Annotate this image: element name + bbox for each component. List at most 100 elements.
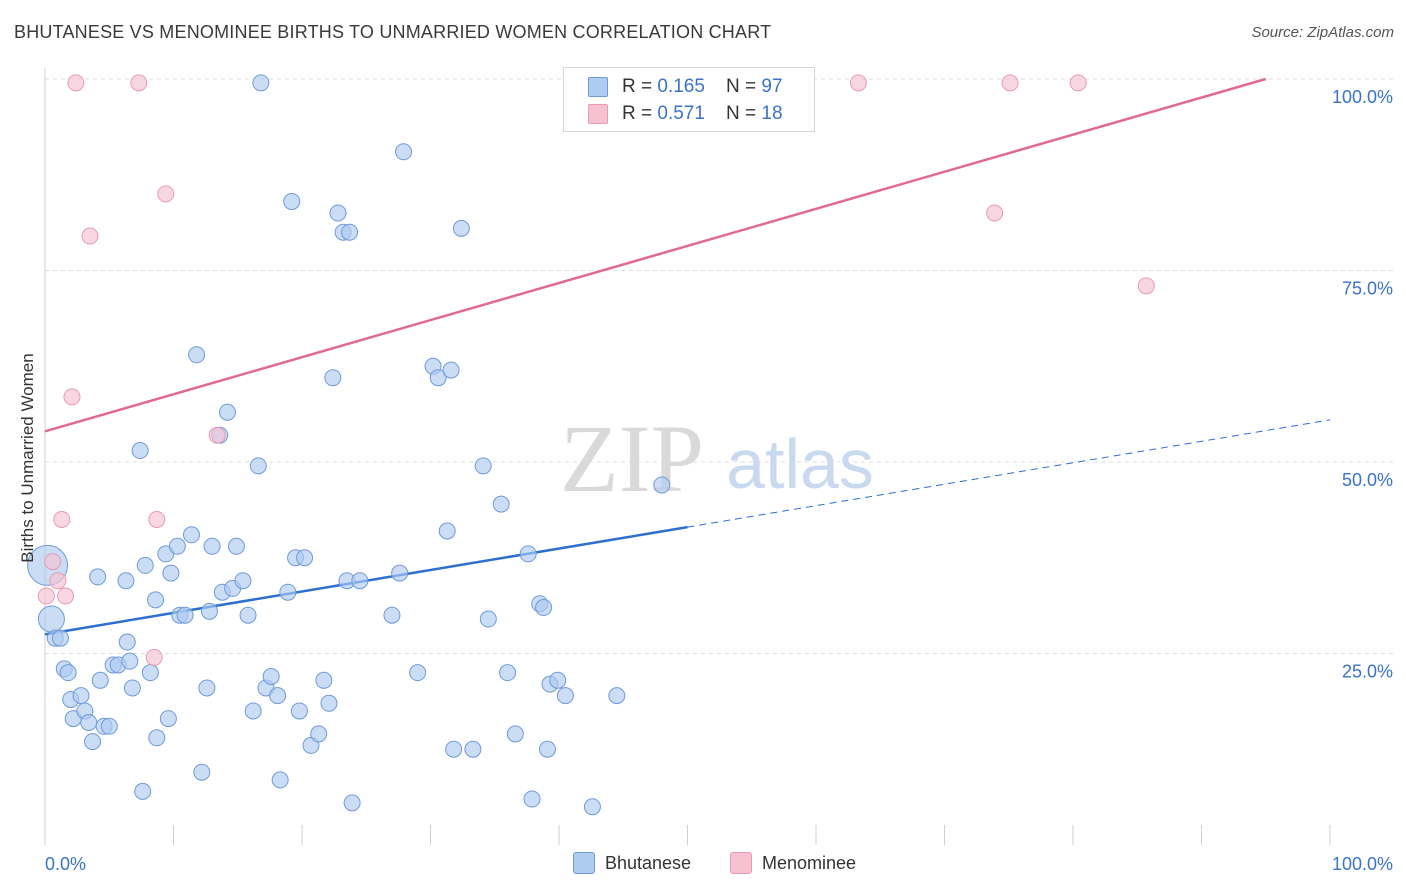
point-bhutanese bbox=[269, 687, 287, 705]
stats-legend: R = 0.165 N = 97 R = 0.571 N = 18 bbox=[563, 67, 815, 132]
point-bhutanese bbox=[72, 687, 90, 705]
y-tick-label: 50.0% bbox=[1342, 470, 1393, 490]
point-bhutanese bbox=[452, 219, 470, 237]
point-bhutanese bbox=[244, 702, 262, 720]
point-bhutanese bbox=[341, 223, 359, 241]
watermark-zip: ZIP bbox=[560, 405, 704, 512]
point-bhutanese bbox=[538, 740, 556, 758]
point-bhutanese bbox=[193, 763, 211, 781]
point-menominee bbox=[986, 204, 1004, 222]
point-bhutanese bbox=[535, 599, 553, 617]
point-menominee bbox=[849, 74, 867, 92]
point-bhutanese bbox=[203, 537, 221, 555]
point-bhutanese bbox=[283, 193, 301, 211]
point-bhutanese bbox=[383, 606, 401, 624]
point-bhutanese bbox=[37, 605, 65, 633]
point-bhutanese bbox=[279, 583, 297, 601]
point-bhutanese bbox=[234, 572, 252, 590]
y-axis-label: Births to Unmarried Women bbox=[18, 353, 37, 563]
watermark: ZIP atlas bbox=[560, 405, 874, 512]
point-bhutanese bbox=[249, 457, 267, 475]
point-bhutanese bbox=[121, 652, 139, 670]
tick-labels: 25.0% 50.0% 75.0% 100.0% 0.0% 100.0% bbox=[45, 87, 1393, 874]
chart-title: BHUTANESE VS MENOMINEE BIRTHS TO UNMARRI… bbox=[14, 22, 772, 42]
point-bhutanese bbox=[343, 794, 361, 812]
legend-item-menominee[interactable]: Menominee bbox=[730, 852, 856, 874]
point-bhutanese bbox=[608, 687, 626, 705]
point-bhutanese bbox=[159, 710, 177, 728]
r-label: R = bbox=[622, 103, 658, 124]
point-bhutanese bbox=[123, 679, 141, 697]
grid-layer bbox=[45, 78, 1395, 654]
point-bhutanese bbox=[84, 733, 102, 751]
y-tick-label: 25.0% bbox=[1342, 662, 1393, 682]
point-bhutanese bbox=[51, 629, 69, 647]
source-label: Source: ZipAtlas.com bbox=[1251, 24, 1394, 41]
point-bhutanese bbox=[324, 369, 342, 387]
point-menominee bbox=[44, 553, 62, 571]
point-menominee bbox=[148, 510, 166, 528]
point-menominee bbox=[67, 74, 85, 92]
point-bhutanese bbox=[89, 568, 107, 586]
y-tick-label: 75.0% bbox=[1342, 279, 1393, 299]
point-bhutanese bbox=[134, 782, 152, 800]
point-bhutanese bbox=[556, 687, 574, 705]
menominee-legend-swatch bbox=[730, 852, 752, 874]
point-bhutanese bbox=[474, 457, 492, 475]
point-menominee bbox=[145, 648, 163, 666]
point-menominee bbox=[1137, 277, 1155, 295]
point-bhutanese bbox=[464, 740, 482, 758]
menominee-swatch bbox=[588, 104, 608, 124]
series-legend: Bhutanese Menominee bbox=[0, 852, 1406, 876]
point-bhutanese bbox=[310, 725, 328, 743]
bhutanese-legend-swatch bbox=[573, 852, 595, 874]
point-bhutanese bbox=[239, 606, 257, 624]
watermark-atlas: atlas bbox=[726, 425, 874, 503]
point-bhutanese bbox=[80, 713, 98, 731]
point-bhutanese bbox=[252, 74, 270, 92]
point-menominee bbox=[157, 185, 175, 203]
r-value-bhutanese: 0.165 bbox=[657, 76, 705, 97]
point-bhutanese bbox=[200, 602, 218, 620]
point-bhutanese bbox=[395, 143, 413, 161]
point-bhutanese bbox=[290, 702, 308, 720]
legend-item-bhutanese[interactable]: Bhutanese bbox=[573, 852, 691, 874]
point-menominee bbox=[57, 587, 75, 605]
point-bhutanese bbox=[147, 591, 165, 609]
point-bhutanese bbox=[227, 537, 245, 555]
point-bhutanese bbox=[549, 671, 567, 689]
y-tick-label: 100.0% bbox=[1332, 87, 1393, 107]
point-bhutanese bbox=[442, 361, 460, 379]
point-bhutanese bbox=[168, 537, 186, 555]
point-bhutanese bbox=[141, 664, 159, 682]
point-bhutanese bbox=[100, 717, 118, 735]
legend-label-menominee: Menominee bbox=[762, 852, 857, 873]
r-value-menominee: 0.571 bbox=[657, 103, 705, 124]
point-menominee bbox=[130, 74, 148, 92]
point-bhutanese bbox=[148, 729, 166, 747]
point-bhutanese bbox=[182, 526, 200, 544]
point-bhutanese bbox=[162, 564, 180, 582]
x-tick-label-max: 100.0% bbox=[1332, 854, 1393, 874]
point-bhutanese bbox=[320, 694, 338, 712]
point-bhutanese bbox=[91, 671, 109, 689]
point-menominee bbox=[208, 426, 226, 444]
x-tick-label-min: 0.0% bbox=[45, 854, 86, 874]
point-menominee bbox=[37, 587, 55, 605]
trendline-menominee bbox=[44, 77, 1267, 433]
point-bhutanese bbox=[59, 664, 77, 682]
point-menominee bbox=[63, 388, 81, 406]
point-bhutanese bbox=[653, 476, 671, 494]
point-bhutanese bbox=[506, 725, 524, 743]
point-bhutanese bbox=[296, 549, 314, 567]
point-bhutanese bbox=[218, 403, 236, 421]
n-value-menominee: 18 bbox=[761, 103, 783, 124]
n-value-bhutanese: 97 bbox=[761, 76, 783, 97]
point-bhutanese bbox=[315, 671, 333, 689]
r-label: R = bbox=[622, 76, 658, 97]
point-menominee bbox=[1069, 74, 1087, 92]
point-bhutanese bbox=[136, 556, 154, 574]
points-layer bbox=[27, 74, 1155, 816]
point-bhutanese bbox=[479, 610, 497, 628]
point-bhutanese bbox=[429, 369, 447, 387]
